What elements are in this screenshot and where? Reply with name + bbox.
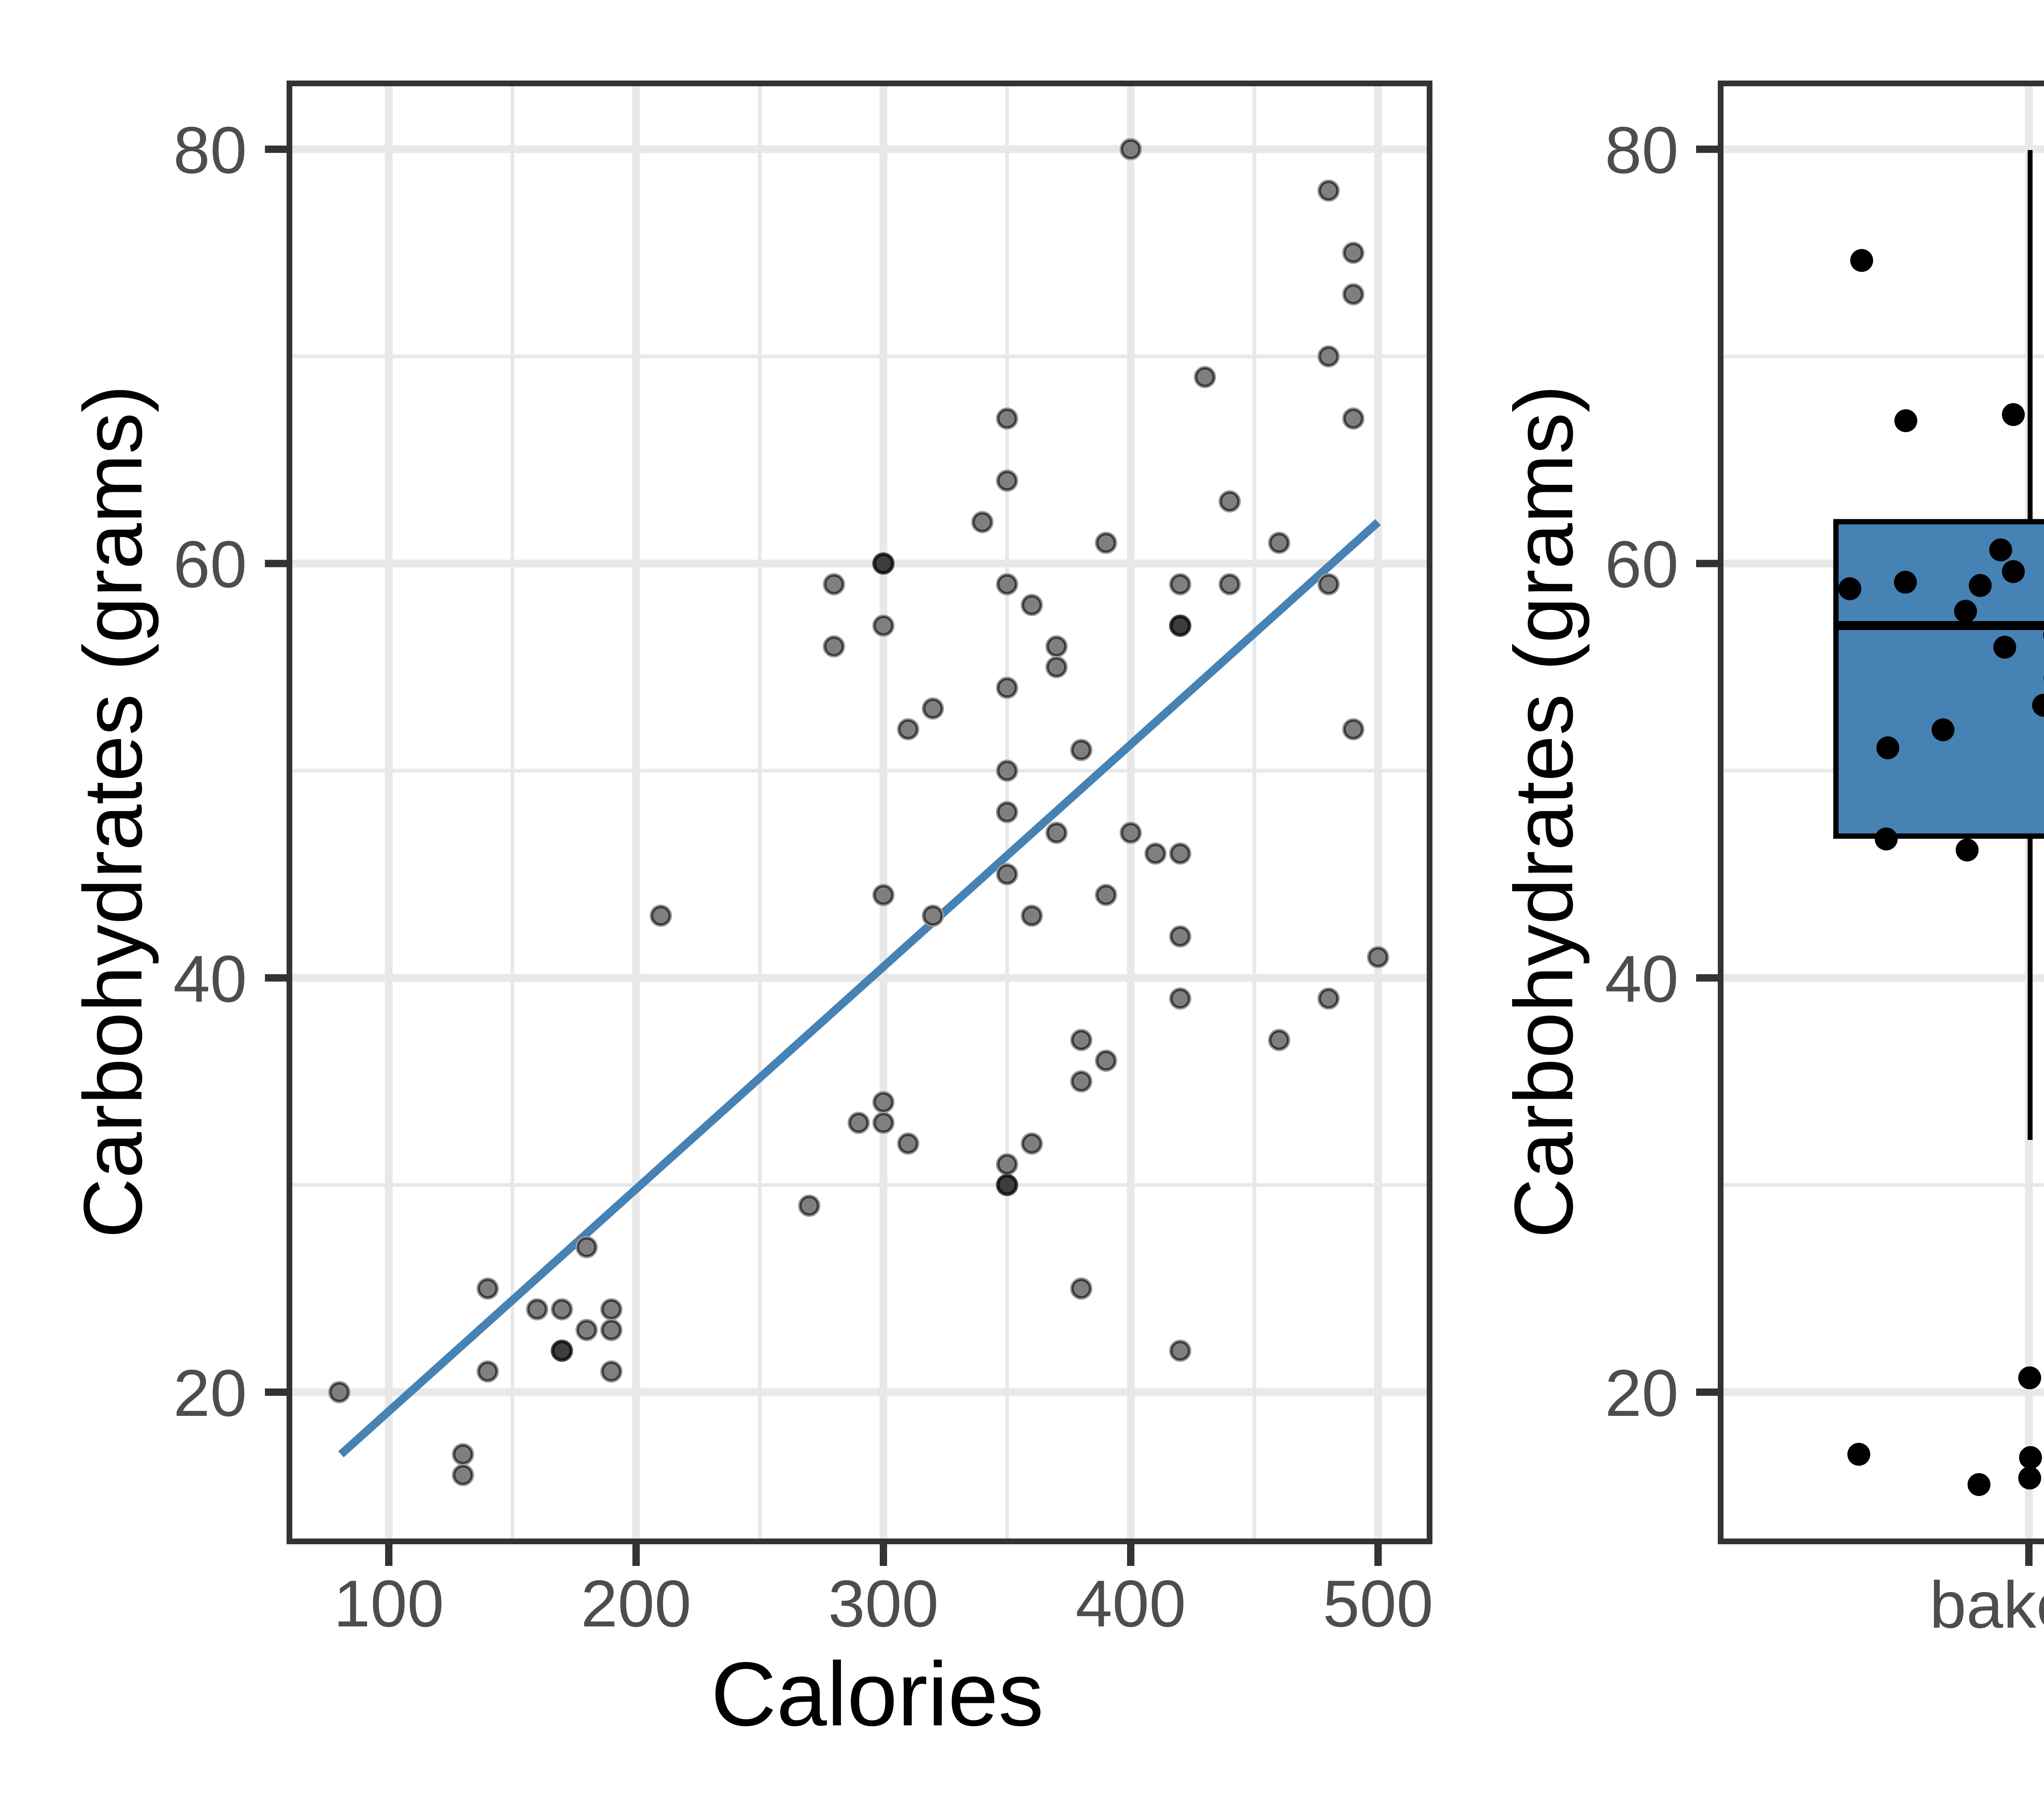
svg-text:300: 300: [828, 1567, 939, 1641]
svg-text:60: 60: [173, 527, 247, 601]
svg-text:80: 80: [1605, 113, 1679, 187]
svg-text:20: 20: [173, 1356, 247, 1430]
svg-text:200: 200: [581, 1567, 691, 1641]
svg-text:80: 80: [173, 113, 247, 187]
svg-text:500: 500: [1323, 1567, 1433, 1641]
svg-text:bakery: bakery: [1930, 1568, 2044, 1642]
svg-text:Calories: Calories: [711, 1644, 1044, 1745]
svg-text:20: 20: [1605, 1356, 1679, 1430]
svg-text:40: 40: [173, 942, 247, 1016]
svg-text:60: 60: [1605, 527, 1679, 601]
svg-text:400: 400: [1076, 1567, 1186, 1641]
svg-text:40: 40: [1605, 942, 1679, 1016]
svg-text:Carbohydrates (grams): Carbohydrates (grams): [67, 385, 159, 1238]
svg-text:Carbohydrates (grams): Carbohydrates (grams): [1497, 385, 1590, 1238]
svg-text:100: 100: [334, 1567, 444, 1641]
